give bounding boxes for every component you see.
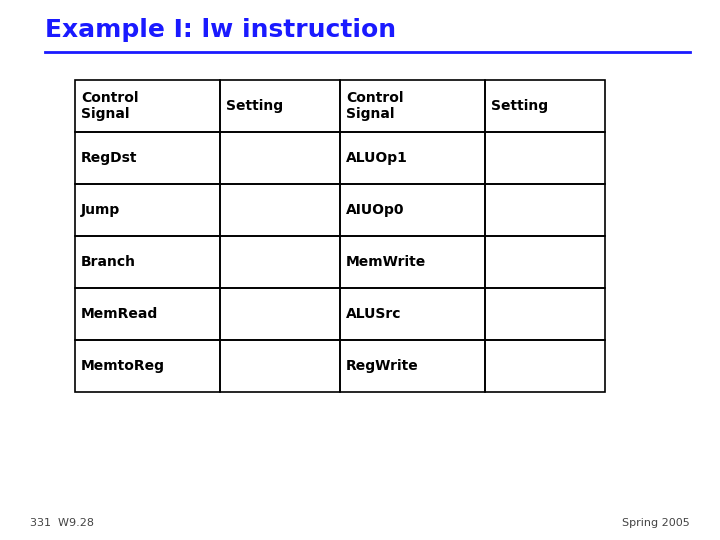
Text: ALUOp1: ALUOp1	[346, 151, 408, 165]
Text: Control
Signal: Control Signal	[346, 91, 403, 121]
Bar	[340, 236, 485, 288]
Bar	[340, 132, 485, 184]
Bar	[485, 236, 605, 288]
Bar	[340, 184, 485, 236]
Text: Setting: Setting	[226, 99, 283, 113]
Text: Setting: Setting	[491, 99, 548, 113]
Bar	[75, 340, 220, 392]
Text: 331  W9.28: 331 W9.28	[30, 518, 94, 528]
Bar	[340, 80, 485, 132]
Bar	[220, 132, 340, 184]
Bar	[75, 132, 220, 184]
Text: Branch: Branch	[81, 255, 136, 269]
Bar	[75, 80, 220, 132]
Bar	[75, 236, 220, 288]
Bar	[220, 288, 340, 340]
Bar	[340, 288, 485, 340]
Text: Control
Signal: Control Signal	[81, 91, 138, 121]
Text: RegWrite: RegWrite	[346, 359, 419, 373]
Bar	[485, 80, 605, 132]
Bar	[340, 340, 485, 392]
Text: Example I: lw instruction: Example I: lw instruction	[45, 18, 396, 42]
Bar	[220, 236, 340, 288]
Text: MemtoReg: MemtoReg	[81, 359, 165, 373]
Bar	[485, 132, 605, 184]
Text: MemWrite: MemWrite	[346, 255, 426, 269]
Text: RegDst: RegDst	[81, 151, 138, 165]
Bar	[75, 184, 220, 236]
Text: MemRead: MemRead	[81, 307, 158, 321]
Text: Jump: Jump	[81, 203, 120, 217]
Bar	[75, 288, 220, 340]
Bar	[485, 340, 605, 392]
Text: AIUOp0: AIUOp0	[346, 203, 405, 217]
Bar	[485, 184, 605, 236]
Bar	[220, 340, 340, 392]
Bar	[220, 80, 340, 132]
Bar	[220, 184, 340, 236]
Text: ALUSrc: ALUSrc	[346, 307, 402, 321]
Bar	[485, 288, 605, 340]
Text: Spring 2005: Spring 2005	[622, 518, 690, 528]
